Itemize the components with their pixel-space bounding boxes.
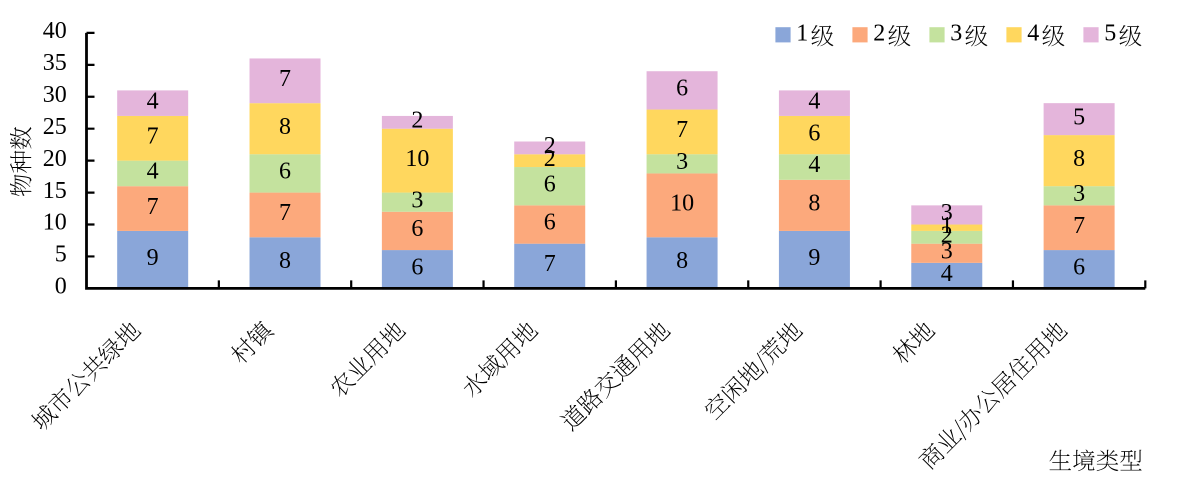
svg-text:0: 0 [55,274,67,300]
svg-text:2: 2 [544,146,556,172]
svg-text:6: 6 [808,120,820,146]
svg-text:10: 10 [670,191,694,217]
svg-text:7: 7 [147,123,159,149]
svg-text:9: 9 [147,245,159,271]
svg-text:6: 6 [544,210,556,236]
svg-text:8: 8 [279,248,291,274]
svg-text:3: 3 [941,238,953,264]
svg-text:3: 3 [411,187,423,213]
svg-text:8: 8 [1073,146,1085,172]
svg-text:35: 35 [43,50,67,76]
svg-text:9: 9 [808,245,820,271]
svg-text:30: 30 [43,82,67,108]
svg-text:4: 4 [941,261,953,287]
svg-text:6: 6 [1073,254,1085,280]
svg-text:20: 20 [43,146,67,172]
svg-text:7: 7 [147,194,159,220]
svg-text:4: 4 [808,152,820,178]
svg-text:5: 5 [55,242,67,268]
svg-text:5: 5 [1073,104,1085,130]
svg-text:1: 1 [941,213,953,239]
svg-text:4: 4 [147,88,159,114]
svg-text:10: 10 [405,146,429,172]
svg-text:3: 3 [941,200,953,226]
svg-text:3: 3 [950,21,962,47]
svg-text:7: 7 [544,251,556,277]
svg-text:6: 6 [411,254,423,280]
svg-text:7: 7 [279,200,291,226]
svg-text:7: 7 [676,117,688,143]
svg-text:2: 2 [544,133,556,159]
svg-text:5: 5 [1104,21,1116,47]
svg-text:7: 7 [1073,213,1085,239]
svg-text:7: 7 [279,66,291,92]
svg-text:8: 8 [808,191,820,217]
svg-text:4: 4 [808,88,820,114]
svg-text:15: 15 [43,178,67,204]
svg-text:2: 2 [873,21,885,47]
svg-text:10: 10 [43,210,67,236]
svg-text:6: 6 [544,171,556,197]
svg-text:6: 6 [411,216,423,242]
svg-text:25: 25 [43,114,67,140]
svg-text:8: 8 [676,248,688,274]
svg-text:6: 6 [279,159,291,185]
svg-text:4: 4 [147,159,159,185]
svg-text:1: 1 [796,21,808,47]
svg-text:8: 8 [279,114,291,140]
svg-text:2: 2 [411,108,423,134]
svg-text:4: 4 [1027,21,1039,47]
svg-text:2: 2 [941,223,953,249]
svg-text:3: 3 [676,149,688,175]
svg-text:3: 3 [1073,181,1085,207]
svg-text:40: 40 [43,18,67,44]
svg-text:6: 6 [676,76,688,102]
